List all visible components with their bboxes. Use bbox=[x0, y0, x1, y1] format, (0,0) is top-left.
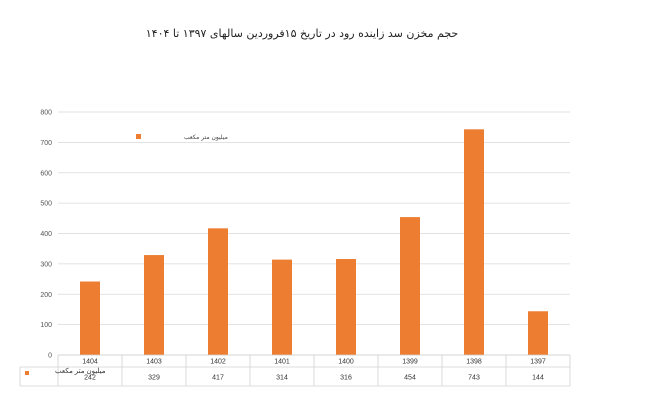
x-category-label: 1404 bbox=[82, 359, 98, 366]
data-value-label: 316 bbox=[340, 375, 352, 382]
legend-swatch bbox=[136, 134, 141, 139]
y-tick-label: 0 bbox=[48, 353, 52, 360]
x-category-label: 1399 bbox=[402, 359, 418, 366]
bar bbox=[144, 255, 164, 355]
data-value-label: 417 bbox=[212, 375, 224, 382]
data-table-grid bbox=[19, 354, 571, 387]
data-value-label: 329 bbox=[148, 375, 160, 382]
y-tick-label: 400 bbox=[40, 231, 52, 238]
data-value-label: 314 bbox=[276, 375, 288, 382]
gridlines bbox=[58, 111, 570, 356]
y-tick-label: 800 bbox=[40, 110, 52, 117]
x-category-label: 1398 bbox=[466, 359, 482, 366]
bars bbox=[80, 129, 548, 355]
bar bbox=[208, 228, 228, 355]
y-axis-ticks: 0 100 200 300 400 500 600 700 800 bbox=[40, 110, 52, 360]
data-table-swatch bbox=[25, 371, 29, 375]
data-table-series-label: میلیون متر مکعب bbox=[55, 367, 106, 375]
x-category-label: 1402 bbox=[210, 359, 226, 366]
bar bbox=[464, 129, 484, 355]
x-category-label: 1400 bbox=[338, 359, 354, 366]
x-category-label: 1403 bbox=[146, 359, 162, 366]
legend: میلیون متر مکعب bbox=[136, 134, 228, 141]
y-tick-label: 200 bbox=[40, 292, 52, 299]
bar bbox=[272, 259, 292, 355]
bar bbox=[400, 217, 420, 355]
y-tick-label: 700 bbox=[40, 140, 52, 147]
x-category-label: 1401 bbox=[274, 359, 290, 366]
bar bbox=[336, 259, 356, 355]
x-category-label: 1397 bbox=[530, 359, 546, 366]
data-value-label: 454 bbox=[404, 375, 416, 382]
data-table: میلیون متر مکعب 140424214033291402417140… bbox=[19, 354, 571, 387]
y-tick-label: 100 bbox=[40, 322, 52, 329]
chart-title: حجم مخزن سد زاینده رود در تاریخ ۱۵فروردی… bbox=[146, 27, 458, 40]
y-tick-label: 600 bbox=[40, 170, 52, 177]
data-value-label: 242 bbox=[84, 375, 96, 382]
bar bbox=[528, 311, 548, 355]
bar bbox=[80, 281, 100, 355]
data-value-label: 144 bbox=[532, 375, 544, 382]
y-tick-label: 300 bbox=[40, 261, 52, 268]
legend-label: میلیون متر مکعب bbox=[184, 134, 228, 141]
y-tick-label: 500 bbox=[40, 201, 52, 208]
data-table-cells: 1404 242 1403 329 1402 417 1401 314 1400 316 1399 4… bbox=[82, 359, 546, 382]
data-value-label: 743 bbox=[468, 375, 480, 382]
